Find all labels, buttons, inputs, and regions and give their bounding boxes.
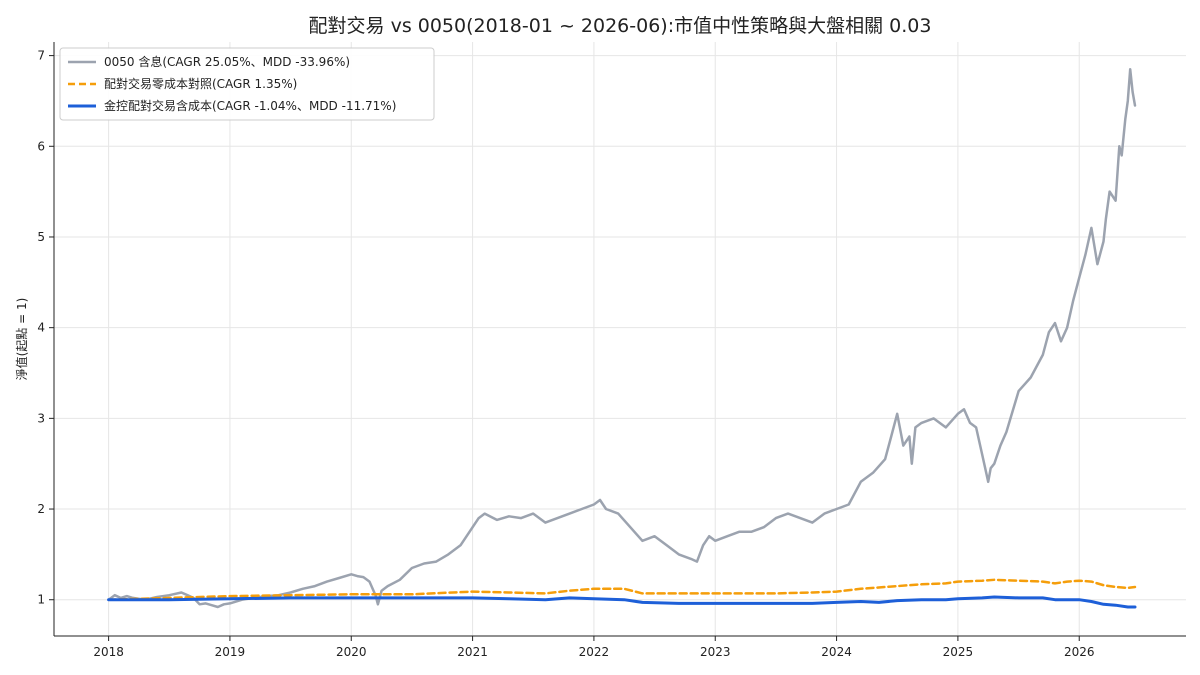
y-tick-label: 1 [37,593,45,607]
legend-label-zero-cost: 配對交易零成本對照(CAGR 1.35%) [104,76,297,91]
x-tick-label: 2018 [93,645,124,659]
x-tick-label: 2021 [457,645,488,659]
y-axis-label: 淨值(起點 = 1) [14,298,29,381]
legend-label-0050: 0050 含息(CAGR 25.05%、MDD -33.96%) [104,54,350,69]
y-tick-label: 3 [37,411,45,425]
y-tick-label: 4 [37,321,45,335]
y-tick-label: 5 [37,230,45,244]
y-tick-label: 2 [37,502,45,516]
legend-box [59,47,435,121]
series-line-zero-cost [107,578,1137,601]
x-tick-label: 2020 [336,645,367,659]
series-line-0050 [107,67,1137,609]
plot-area [107,67,1137,609]
x-tick-label: 2019 [215,645,246,659]
x-tick-label: 2026 [1064,645,1095,659]
x-tick-label: 2025 [943,645,974,659]
grid [54,42,1186,636]
legend: 0050 含息(CAGR 25.05%、MDD -33.96%) 配對交易零成本… [59,47,435,121]
chart-title: 配對交易 vs 0050(2018-01 ~ 2026-06):市值中性策略與大… [309,15,932,37]
axes: 2018 2019 2020 2021 2022 2023 2024 2025 2026 1 2 3 4… [37,42,1186,659]
y-tick-label: 7 [37,49,45,63]
legend-label-with-cost: 金控配對交易含成本(CAGR -1.04%、MDD -11.71%) [104,98,396,113]
x-tick-label: 2022 [579,645,610,659]
x-tick-label: 2024 [821,645,852,659]
y-tick-label: 6 [37,139,45,153]
x-tick-label: 2023 [700,645,731,659]
series-line-with-cost [107,595,1137,609]
